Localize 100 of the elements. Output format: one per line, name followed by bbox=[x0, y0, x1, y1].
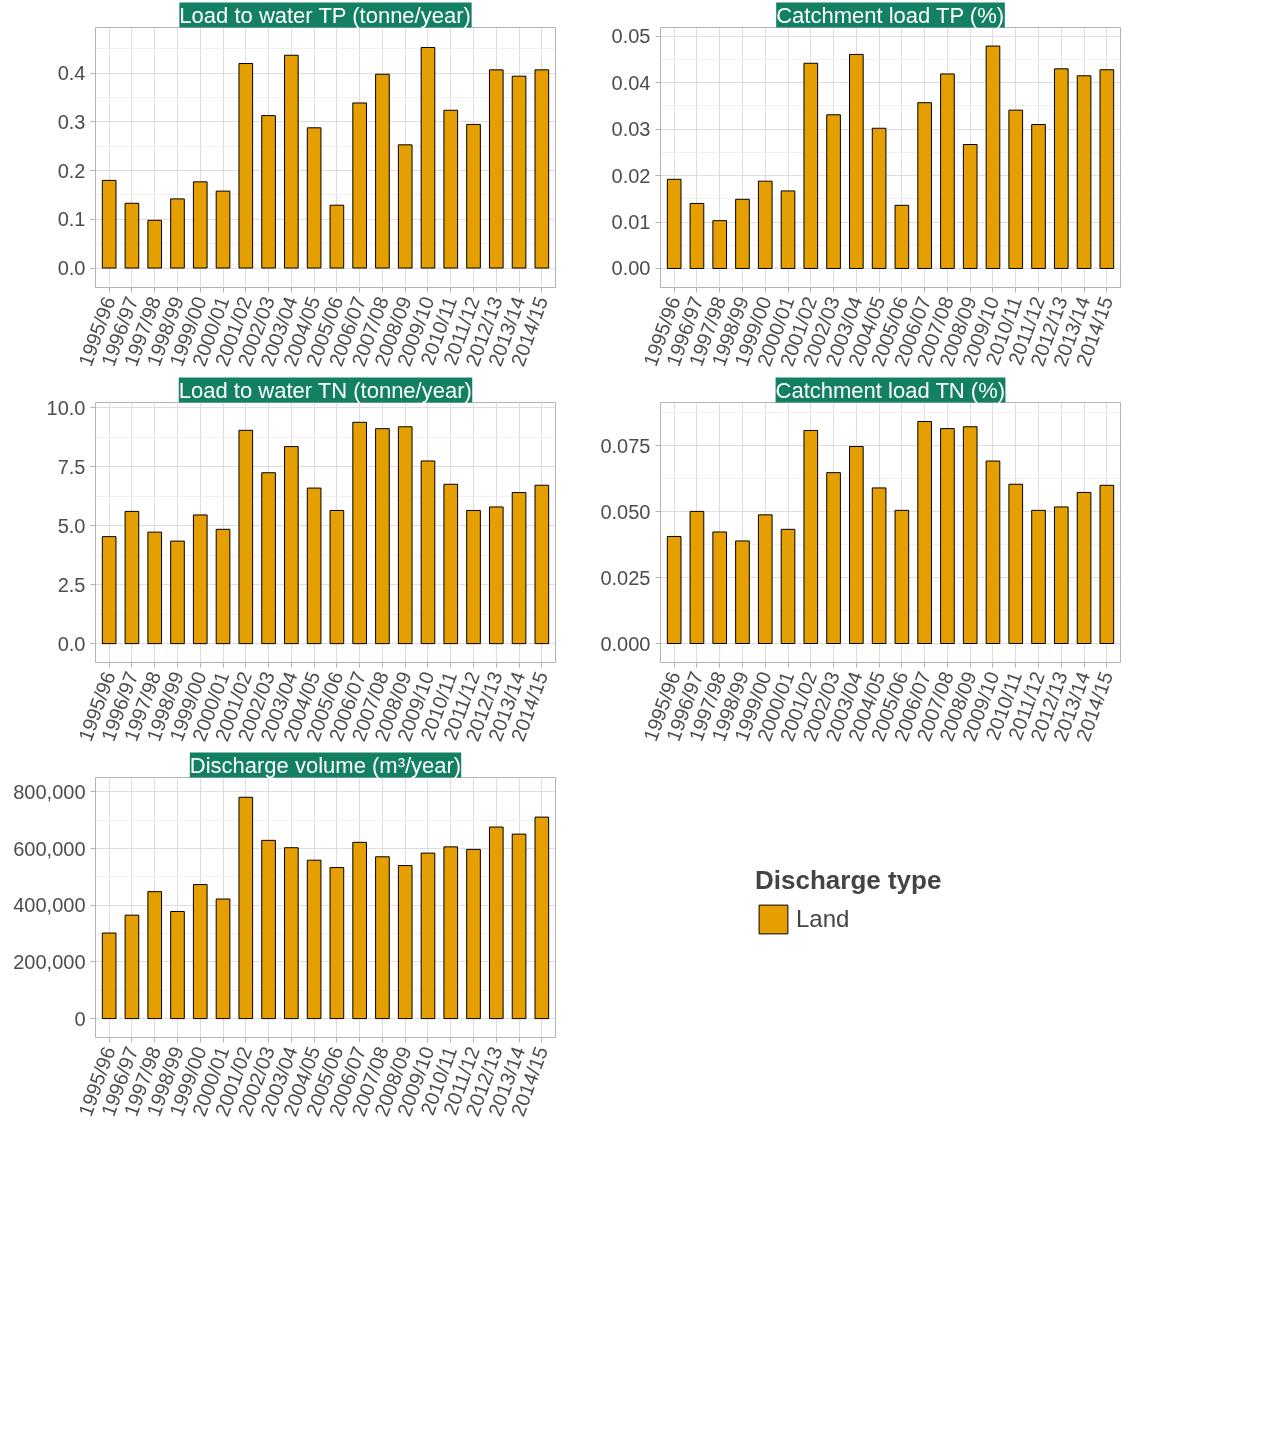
bar bbox=[780, 528, 796, 645]
bar bbox=[826, 114, 841, 269]
bar bbox=[375, 428, 390, 645]
bar bbox=[1053, 68, 1069, 269]
y-tick-label: 0.01 bbox=[611, 211, 651, 234]
y-tick-label: 0.05 bbox=[611, 25, 651, 48]
y-tick-label: 200,000 bbox=[13, 950, 86, 973]
bar bbox=[352, 421, 367, 645]
bar bbox=[101, 536, 117, 645]
bar bbox=[284, 847, 299, 1020]
bar bbox=[1099, 69, 1115, 269]
bar bbox=[757, 514, 773, 645]
bar bbox=[397, 144, 413, 269]
y-tick-label: 0.02 bbox=[611, 164, 651, 187]
bar bbox=[985, 45, 1001, 269]
bar bbox=[940, 428, 955, 645]
y-tick-label: 400,000 bbox=[13, 894, 86, 917]
bar bbox=[306, 127, 322, 269]
bar bbox=[170, 198, 185, 269]
bar bbox=[215, 898, 231, 1020]
bar bbox=[261, 839, 276, 1020]
chart-title: Discharge volume (m³/year) bbox=[189, 752, 462, 778]
y-tick-label: 0.025 bbox=[600, 566, 651, 589]
y-tick-label: 0.00 bbox=[611, 257, 651, 280]
bar bbox=[101, 179, 117, 269]
y-tick-label: 600,000 bbox=[13, 837, 86, 860]
bar bbox=[1031, 509, 1046, 645]
bar bbox=[238, 796, 254, 1020]
bar bbox=[375, 73, 390, 269]
chart-title: Catchment load TP (%) bbox=[776, 2, 1005, 28]
bar bbox=[666, 535, 682, 645]
y-tick-label: 0.000 bbox=[600, 632, 651, 655]
bar bbox=[170, 540, 185, 645]
y-tick-label: 0.075 bbox=[600, 434, 651, 457]
bar bbox=[192, 884, 208, 1020]
y-tick-label: 0.0 bbox=[57, 257, 86, 280]
bar bbox=[962, 144, 978, 269]
bar bbox=[215, 190, 231, 269]
bar bbox=[420, 460, 436, 645]
bar bbox=[284, 446, 299, 645]
y-tick-label: 0.03 bbox=[611, 118, 651, 141]
bar bbox=[488, 506, 504, 645]
bar bbox=[124, 202, 140, 269]
bar bbox=[511, 492, 527, 645]
bar bbox=[306, 487, 322, 645]
bar bbox=[443, 483, 459, 645]
bar bbox=[1076, 75, 1092, 269]
bar bbox=[917, 102, 932, 269]
bar bbox=[352, 102, 367, 269]
chart-title: Load to water TP (tonne/year) bbox=[179, 2, 471, 28]
bar bbox=[124, 510, 140, 645]
bar bbox=[1008, 109, 1024, 269]
bar bbox=[466, 123, 481, 269]
bar bbox=[894, 204, 910, 269]
bar bbox=[1076, 491, 1092, 645]
bar bbox=[238, 429, 254, 645]
bar bbox=[352, 841, 367, 1020]
bar bbox=[985, 460, 1001, 645]
bar bbox=[894, 509, 910, 645]
bar bbox=[871, 127, 887, 269]
bar bbox=[534, 69, 550, 269]
bar bbox=[712, 220, 728, 269]
bar bbox=[534, 816, 550, 1020]
bar bbox=[511, 833, 527, 1020]
y-tick-label: 0.3 bbox=[57, 110, 86, 133]
bar bbox=[803, 62, 819, 269]
bar bbox=[1031, 124, 1046, 269]
bar bbox=[329, 867, 345, 1020]
bar bbox=[329, 509, 345, 645]
bar bbox=[689, 510, 705, 645]
bar bbox=[443, 109, 459, 269]
y-tick-label: 0.4 bbox=[57, 62, 86, 85]
y-tick-label: 800,000 bbox=[13, 780, 86, 803]
bar bbox=[261, 472, 276, 645]
bar bbox=[238, 63, 254, 269]
bar bbox=[917, 420, 932, 645]
legend-label: Land bbox=[796, 905, 850, 933]
bar bbox=[101, 932, 117, 1020]
bar bbox=[735, 198, 750, 269]
chart-title: Catchment load TN (%) bbox=[775, 377, 1006, 403]
bar bbox=[397, 865, 413, 1020]
y-tick-label: 5.0 bbox=[57, 514, 86, 537]
bar bbox=[1008, 483, 1024, 645]
bar bbox=[488, 826, 504, 1020]
bar bbox=[826, 472, 841, 645]
bar bbox=[466, 848, 481, 1020]
bar bbox=[466, 509, 481, 645]
chart-title: Load to water TN (tonne/year) bbox=[178, 377, 472, 403]
bar bbox=[735, 540, 750, 645]
bar bbox=[192, 181, 208, 269]
bar bbox=[375, 856, 390, 1020]
bar bbox=[488, 69, 504, 269]
bar bbox=[170, 910, 185, 1020]
bar bbox=[666, 178, 682, 269]
y-tick-label: 0.2 bbox=[57, 159, 86, 182]
bar bbox=[397, 426, 413, 645]
bar bbox=[712, 531, 728, 645]
bar bbox=[420, 852, 436, 1020]
bar bbox=[689, 202, 705, 269]
bar bbox=[849, 53, 864, 269]
